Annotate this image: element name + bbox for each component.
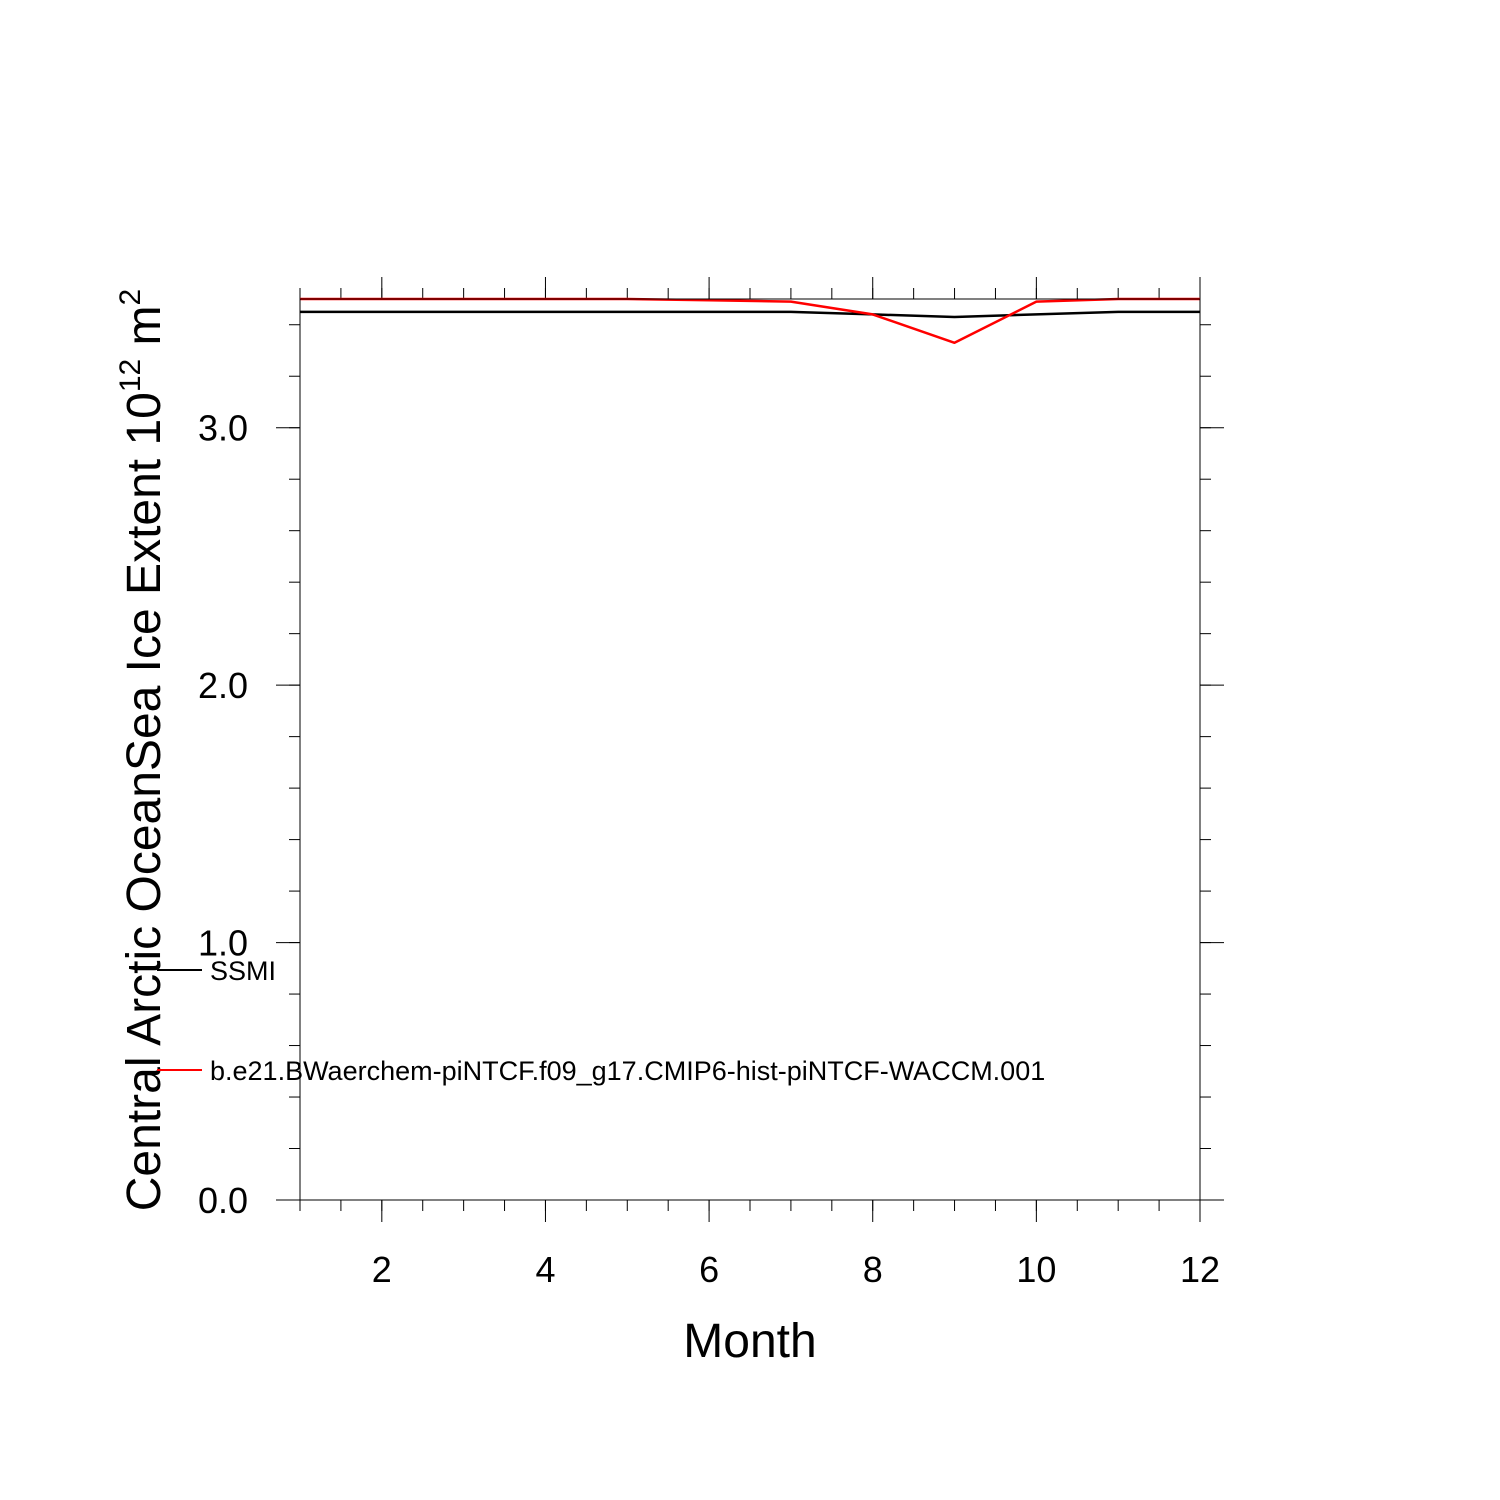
x-tick-label: 2 [372,1249,392,1290]
x-axis-label: Month [683,1315,816,1368]
y-tick-label: 1.0 [198,923,248,964]
y-tick-label: 2.0 [198,665,248,706]
series-line-1 [300,310,1200,319]
x-tick-label: 12 [1180,1249,1220,1290]
legend-label-2: b.e21.BWaerchem-piNTCF.f09_g17.CMIP6-his… [210,1056,1045,1086]
x-tick-label: 6 [699,1249,719,1290]
plot-frame [299,298,1201,1201]
y-axis-label-exponent: 12 [114,359,147,392]
y-tick-label: 0.0 [198,1180,248,1221]
major-ticks [276,277,1224,1222]
x-tick-label: 10 [1016,1249,1056,1290]
y-axis-label-unit: m [118,305,171,358]
legend-label-1: SSMI [210,956,276,986]
x-tick-label: 8 [863,1249,883,1290]
x-tick-label: 4 [535,1249,555,1290]
tick-labels: 2 4 6 8 10 12 0.0 1.0 2.0 3.0 [198,408,1220,1290]
y-tick-label: 3.0 [198,408,248,449]
y-axis-label-text: Central Arctic OceanSea Ice Extent 10 [118,392,171,1211]
y-axis-label-unit-exponent: 2 [114,289,147,306]
y-axis-label: Central Arctic OceanSea Ice Extent 1012 … [114,289,171,1211]
legend: SSMI b.e21.BWaerchem-piNTCF.f09_g17.CMIP6… [157,956,1045,1086]
